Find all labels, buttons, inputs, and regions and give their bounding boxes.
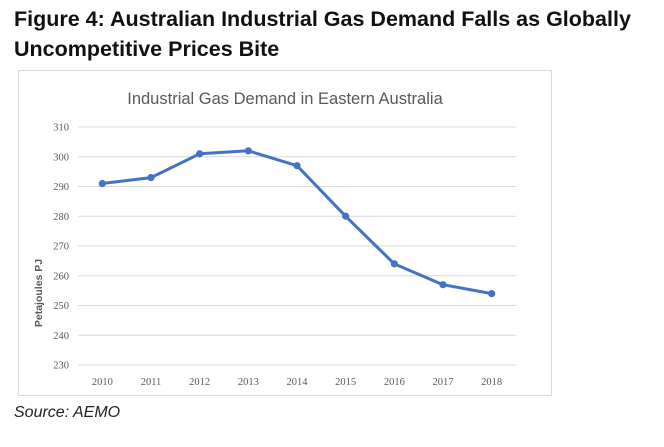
y-tick-label: 300 <box>53 152 69 163</box>
y-axis-ticks: 230 240 250 260 270 280 290 300 310 <box>53 123 69 372</box>
chart-title: Industrial Gas Demand in Eastern Austral… <box>127 90 443 108</box>
data-point-2017 <box>439 281 447 289</box>
data-point-2013 <box>244 147 252 155</box>
data-point-2015 <box>342 212 350 220</box>
chart-frame: Industrial Gas Demand in Eastern Austral… <box>18 70 552 396</box>
x-tick-label: 2016 <box>384 377 405 388</box>
y-tick-label: 260 <box>53 271 69 282</box>
x-tick-label: 2011 <box>141 377 162 388</box>
data-series <box>100 149 494 296</box>
x-tick-label: 2015 <box>335 377 356 388</box>
data-point-2012 <box>196 150 204 158</box>
x-axis-ticks: 2010 2011 2012 2013 2014 2015 2016 2017 2018 <box>92 377 502 388</box>
data-point-2011 <box>147 173 155 182</box>
y-axis-label: Petajoules PJ <box>33 259 45 327</box>
x-tick-label: 2018 <box>481 377 502 388</box>
figure-source: Source: AEMO <box>14 404 121 421</box>
data-point-2014 <box>293 162 301 170</box>
data-point-2018 <box>488 290 496 298</box>
line-chart: Industrial Gas Demand in Eastern Austral… <box>33 90 516 388</box>
figure-title: Figure 4: Australian Industrial Gas Dema… <box>14 7 631 61</box>
y-tick-label: 280 <box>53 212 69 223</box>
gridlines <box>78 126 516 366</box>
data-point-2010 <box>98 179 106 188</box>
y-tick-label: 310 <box>53 123 69 134</box>
y-tick-label: 230 <box>53 361 69 372</box>
y-tick-label: 240 <box>53 331 69 342</box>
y-tick-label: 250 <box>53 301 69 312</box>
y-tick-label: 270 <box>53 242 69 253</box>
x-tick-label: 2014 <box>287 377 309 388</box>
x-tick-label: 2010 <box>92 377 113 388</box>
x-tick-label: 2013 <box>238 377 259 388</box>
y-tick-label: 290 <box>53 182 69 193</box>
x-tick-label: 2012 <box>189 377 210 388</box>
x-tick-label: 2017 <box>433 377 454 388</box>
data-points <box>98 147 496 298</box>
series-line <box>100 149 494 296</box>
data-point-2016 <box>390 260 398 268</box>
